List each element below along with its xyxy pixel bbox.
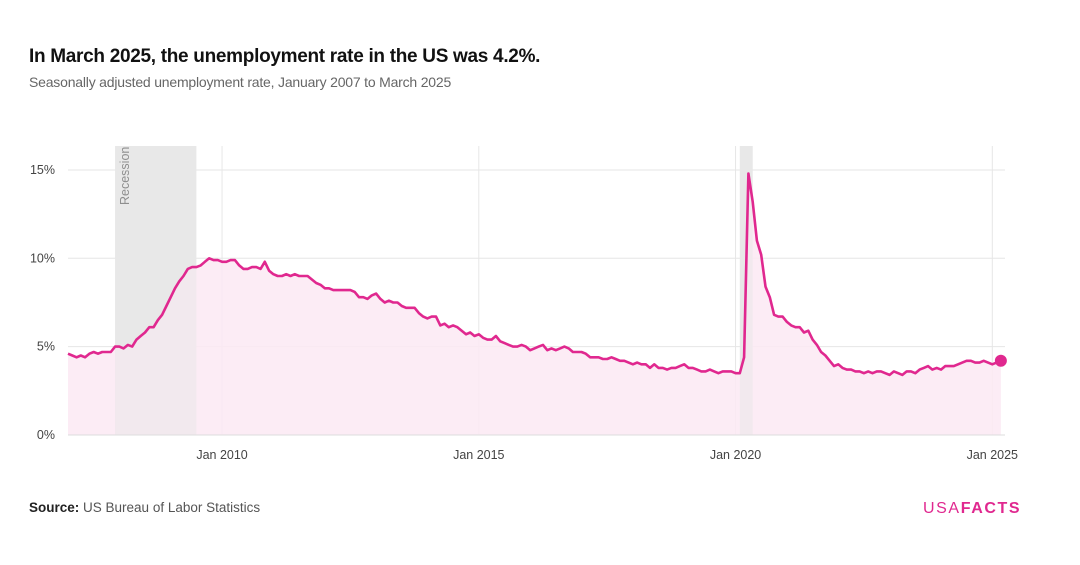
y-tick-label: 10%	[30, 251, 55, 265]
chart-title: In March 2025, the unemployment rate in …	[29, 46, 541, 67]
latest-value-marker	[994, 354, 1007, 367]
logo-usa: USA	[923, 500, 961, 517]
usafacts-logo: USAFACTS	[923, 500, 1021, 518]
x-tick-label: Jan 2025	[967, 448, 1018, 462]
data-line	[67, 172, 1002, 377]
axis-ticks: 0% 5% 10% 15% Jan 2010 Jan 2015 Jan 2020 Jan 20…	[30, 163, 1018, 462]
x-tick-label: Jan 2020	[710, 448, 761, 462]
x-tick-label: Jan 2010	[196, 448, 247, 462]
area-fill	[68, 173, 1001, 435]
recession-overlay	[115, 146, 197, 435]
source-text: US Bureau of Labor Statistics	[83, 500, 261, 515]
logo-facts: FACTS	[960, 500, 1022, 517]
data-area	[67, 146, 1007, 436]
chart-subtitle: Seasonally adjusted unemployment rate, J…	[29, 74, 452, 90]
y-tick-label: 0%	[37, 428, 55, 442]
y-tick-label: 5%	[37, 340, 55, 354]
x-tick-label: Jan 2015	[453, 448, 504, 462]
source-label: Source:	[29, 500, 80, 515]
y-tick-label: 15%	[30, 163, 55, 177]
source-note: Source: US Bureau of Labor Statistics	[29, 500, 260, 515]
recession-label: Recession	[118, 147, 132, 205]
